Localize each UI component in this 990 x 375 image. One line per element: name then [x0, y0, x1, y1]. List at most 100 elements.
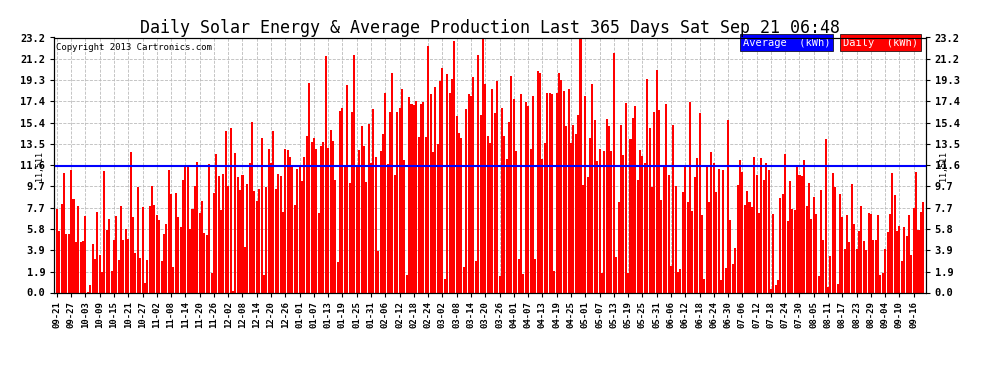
- Bar: [163, 234, 165, 292]
- Bar: [94, 260, 96, 292]
- Bar: [144, 283, 146, 292]
- Bar: [801, 176, 803, 292]
- Bar: [632, 118, 634, 292]
- Bar: [748, 202, 750, 292]
- Bar: [794, 210, 796, 292]
- Bar: [175, 193, 177, 292]
- Bar: [860, 206, 862, 292]
- Bar: [291, 165, 293, 292]
- Bar: [684, 166, 686, 292]
- Bar: [639, 150, 641, 292]
- Bar: [696, 158, 698, 292]
- Bar: [862, 241, 865, 292]
- Bar: [272, 131, 274, 292]
- Bar: [453, 40, 455, 292]
- Bar: [351, 112, 353, 292]
- Bar: [920, 212, 922, 292]
- Bar: [584, 96, 586, 292]
- Bar: [799, 175, 801, 292]
- Bar: [874, 240, 877, 292]
- Bar: [432, 152, 434, 292]
- Bar: [206, 235, 208, 292]
- Bar: [537, 71, 539, 292]
- Bar: [463, 267, 465, 292]
- Bar: [340, 111, 342, 292]
- Bar: [253, 192, 255, 292]
- Bar: [760, 158, 762, 292]
- Bar: [565, 126, 567, 292]
- Bar: [727, 120, 729, 292]
- Bar: [63, 173, 65, 292]
- Bar: [694, 177, 696, 292]
- Bar: [606, 119, 608, 292]
- Bar: [587, 177, 589, 292]
- Bar: [906, 236, 908, 292]
- Bar: [582, 185, 584, 292]
- Bar: [743, 205, 745, 292]
- Bar: [263, 275, 265, 292]
- Bar: [327, 148, 330, 292]
- Bar: [425, 137, 427, 292]
- Bar: [735, 248, 737, 292]
- Bar: [106, 230, 108, 292]
- Bar: [260, 138, 262, 292]
- Bar: [387, 164, 389, 292]
- Bar: [270, 163, 272, 292]
- Bar: [101, 273, 103, 292]
- Bar: [779, 198, 781, 292]
- Bar: [830, 256, 832, 292]
- Bar: [113, 240, 115, 292]
- Bar: [896, 231, 898, 292]
- Bar: [770, 289, 772, 292]
- Bar: [353, 55, 355, 292]
- Bar: [813, 197, 815, 292]
- Bar: [660, 201, 662, 292]
- Bar: [594, 120, 596, 292]
- Bar: [620, 125, 622, 292]
- Text: 11,511: 11,511: [35, 151, 44, 181]
- Bar: [427, 45, 430, 292]
- Bar: [282, 212, 284, 292]
- Bar: [518, 260, 520, 292]
- Bar: [877, 215, 879, 292]
- Bar: [570, 143, 572, 292]
- Bar: [667, 175, 669, 292]
- Bar: [796, 165, 798, 292]
- Bar: [762, 180, 765, 292]
- Bar: [77, 206, 79, 292]
- Bar: [842, 217, 843, 292]
- Bar: [355, 166, 357, 292]
- Bar: [470, 96, 472, 292]
- Bar: [358, 150, 360, 292]
- Bar: [548, 93, 550, 292]
- Bar: [503, 136, 505, 292]
- Bar: [420, 104, 422, 292]
- Bar: [725, 268, 727, 292]
- Bar: [413, 105, 415, 292]
- Bar: [687, 202, 689, 292]
- Bar: [515, 151, 517, 292]
- Bar: [147, 260, 148, 292]
- Bar: [689, 102, 691, 292]
- Bar: [599, 149, 601, 292]
- Bar: [701, 215, 703, 292]
- Bar: [191, 209, 193, 292]
- Bar: [523, 274, 525, 292]
- Bar: [815, 214, 817, 292]
- Bar: [399, 108, 401, 292]
- Bar: [153, 205, 155, 292]
- Bar: [535, 259, 537, 292]
- Bar: [542, 159, 544, 292]
- Bar: [608, 126, 610, 292]
- Bar: [465, 109, 467, 292]
- Bar: [58, 231, 60, 292]
- Bar: [215, 154, 218, 292]
- Bar: [603, 151, 605, 292]
- Bar: [299, 166, 301, 292]
- Bar: [72, 199, 74, 292]
- Bar: [765, 163, 767, 292]
- Bar: [125, 229, 127, 292]
- Bar: [501, 108, 503, 292]
- Bar: [589, 138, 591, 292]
- Bar: [563, 92, 565, 292]
